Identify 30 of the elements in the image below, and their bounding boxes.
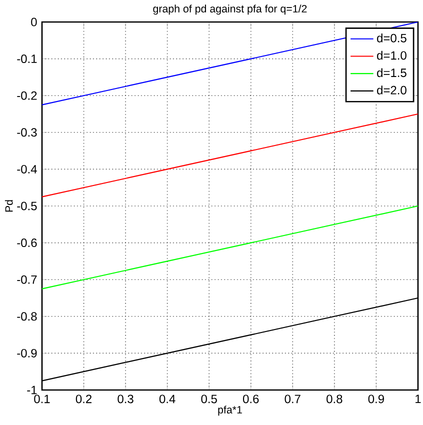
x-tick-label: 0.1 [34, 394, 50, 404]
y-tick-label: -0.2 [17, 91, 37, 100]
x-tick-label: 0.6 [243, 394, 259, 404]
line-series [42, 113, 418, 198]
y-tick-label: -0.6 [17, 238, 37, 248]
x-tick-label: 1 [416, 394, 421, 403]
x-tick-label: 0.8 [326, 394, 342, 404]
x-tick-label: 0.5 [201, 394, 217, 404]
legend-label: d=0.5 [377, 34, 406, 42]
chart-title: graph of pd against pfa for q=1/2 [153, 4, 307, 15]
line-series [42, 205, 418, 290]
x-tick-label: 0.2 [76, 394, 92, 404]
x-tick-label: 0.9 [368, 394, 384, 404]
y-tick-label: -0.3 [17, 128, 37, 137]
y-tick-label: -0.5 [17, 202, 37, 210]
x-tick-label: 0.7 [284, 394, 300, 404]
y-tick-label: -0.7 [17, 275, 37, 284]
y-tick-label: -0.1 [17, 54, 37, 64]
x-axis-title: pfa*1 [218, 406, 242, 416]
legend-label: d=1.0 [377, 50, 406, 60]
legend-label: d=1.5 [377, 68, 406, 78]
legend-label: d=2.0 [377, 86, 406, 94]
y-tick-label: -0.4 [17, 164, 37, 174]
x-tick-label: 0.4 [159, 394, 176, 404]
y-tick-label: -0.9 [17, 348, 37, 358]
y-tick-label: -1 [27, 386, 37, 394]
y-tick-label: 0 [31, 18, 37, 26]
x-tick-label: 0.3 [118, 394, 134, 404]
y-axis-title: Pd [4, 200, 13, 212]
y-tick-label: -0.8 [17, 312, 37, 321]
